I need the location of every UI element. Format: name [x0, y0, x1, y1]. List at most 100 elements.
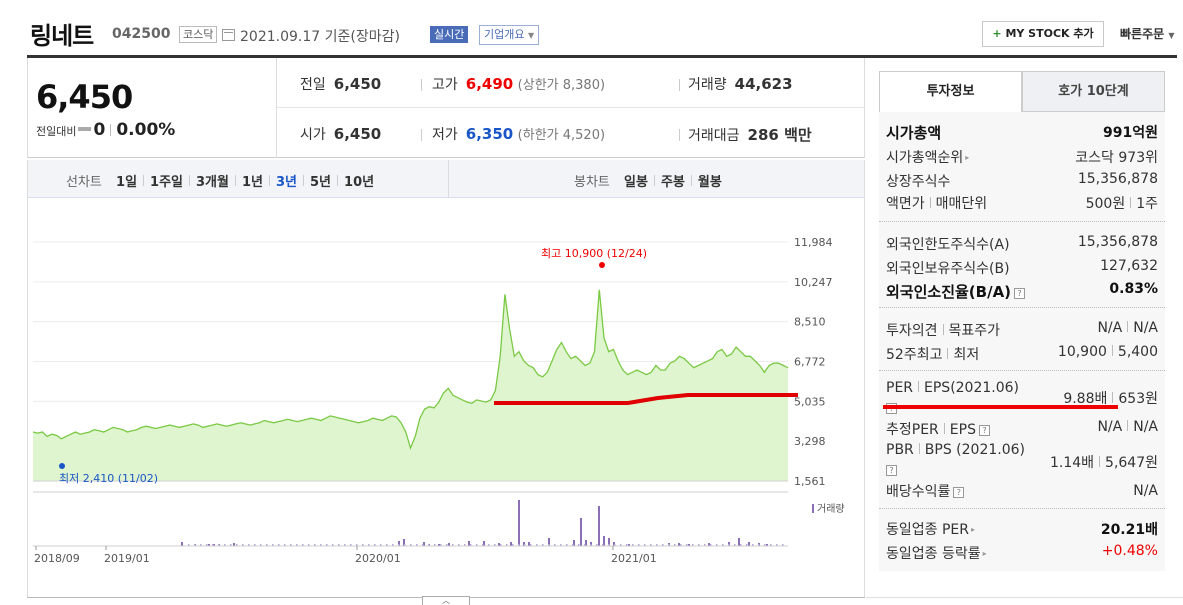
volume-bar: [423, 542, 425, 546]
divider: [303, 175, 305, 186]
volume-bar: [368, 544, 370, 546]
volume-bar: [620, 544, 622, 546]
volume-bar: [362, 544, 364, 546]
period-1d[interactable]: 1일: [116, 175, 138, 190]
volume-bar: [422, 544, 424, 546]
foreign-ratio-label: 외국인소진율(B/A)?: [886, 281, 1026, 302]
foreign-ratio-text: 외국인소진율(B/A): [886, 283, 1012, 301]
target-price-text: 목표주가: [948, 323, 1001, 339]
add-my-stock-button[interactable]: + MY STOCK 추가: [982, 21, 1104, 47]
candle-weekly[interactable]: 주봉: [660, 175, 685, 190]
add-my-stock-label: MY STOCK 추가: [1005, 27, 1094, 40]
divider: [929, 197, 931, 208]
volume: 거래량 44,623: [688, 74, 793, 94]
volume-bar: [590, 544, 592, 546]
volume-bar: [738, 538, 740, 546]
help-icon[interactable]: ?: [1014, 288, 1026, 299]
divider: [448, 160, 449, 198]
quick-order-button[interactable]: 빠른주문 ▼: [1120, 25, 1175, 42]
help-icon[interactable]: ?: [978, 425, 990, 436]
period-1w[interactable]: 1주일: [150, 175, 184, 190]
period-1y[interactable]: 1년: [241, 175, 263, 190]
volume-bar: [602, 544, 604, 546]
divider: [269, 175, 270, 186]
help-icon[interactable]: ?: [953, 487, 965, 498]
divider: [879, 370, 1165, 371]
bps-val: 5,647원: [1105, 455, 1158, 471]
target-price-val: N/A: [1133, 320, 1158, 336]
chevron-right-icon: ▸: [982, 549, 987, 558]
low-price: 저가 6,350 (하한가 4,520): [432, 124, 605, 144]
listed-shares-label: 상장주식수: [886, 174, 951, 190]
volume-bar: [542, 544, 544, 546]
chevron-up-icon: ︿: [442, 596, 450, 605]
line-chart-periods: 선차트 1일 1주일 3개월 1년 3년 5년 10년: [66, 171, 374, 190]
realtime-button[interactable]: 실시간: [430, 26, 469, 43]
candle-chart-periods: 봉차트 일봉 주봉 월봉: [574, 171, 722, 190]
volume-bar: [536, 544, 538, 546]
prev-close-label: 전일: [300, 77, 326, 93]
eps-text: EPS(2021.06): [924, 380, 1020, 396]
foreign-hold-label: 외국인보유주식수(B): [886, 261, 1010, 277]
foreign-hold-value: 127,632: [1100, 258, 1158, 274]
volume-bar: [218, 544, 220, 546]
volume-bar: [272, 544, 274, 546]
divider: [337, 175, 339, 186]
volume-bar: [510, 542, 512, 546]
volume-bar: [452, 544, 454, 546]
collapse-chart-toggle[interactable]: ︿: [422, 596, 470, 605]
period-10y[interactable]: 10년: [344, 175, 375, 190]
industry-change-value: +0.48%: [1101, 543, 1158, 559]
lower-limit: (하한가 4,520): [517, 128, 606, 143]
min-label: 최저 2,410 (11/02): [59, 472, 158, 485]
pbr-bps-label: PBR BPS (2021.06): [886, 442, 1025, 458]
volume-bar: [208, 544, 210, 546]
period-3y[interactable]: 3년: [276, 175, 298, 190]
dividend-value: N/A: [1133, 483, 1158, 499]
candle-monthly[interactable]: 월봉: [697, 175, 722, 190]
company-overview-button[interactable]: 기업개요 ▼: [479, 25, 540, 45]
period-5y[interactable]: 5년: [310, 175, 332, 190]
volume-bar: [344, 544, 346, 546]
volume-bar: [668, 544, 670, 546]
period-3m[interactable]: 3개월: [196, 175, 229, 190]
change-label: 전일대비: [36, 125, 77, 138]
market-badge: 코스닥: [179, 26, 218, 43]
volume-bar: [380, 544, 382, 546]
divider: [421, 129, 422, 141]
volume-bar: [740, 544, 742, 546]
opinion-val: N/A: [1097, 320, 1123, 336]
volume-bar: [608, 544, 610, 546]
price-chart[interactable]: 11,984 10,247 8,510 6,772 5,035 3,298 1,561 최고 …: [27, 198, 865, 598]
tab-orderbook-10[interactable]: 호가 10단계: [1022, 71, 1165, 112]
industry-per-text: 동일업종 PER: [886, 522, 969, 538]
volume-bar: [398, 544, 400, 546]
volume-bar: [776, 544, 778, 546]
pbr-bps-value: 1.14배 5,647원: [1050, 452, 1158, 472]
week52-label: 52주최고 최저: [886, 344, 979, 364]
volume-bar: [584, 544, 586, 546]
divider: [1130, 197, 1132, 208]
volume-bar: [296, 544, 298, 546]
x-tick-label: 2021/01: [611, 552, 657, 565]
tab-invest-info[interactable]: 투자정보: [879, 71, 1022, 112]
industry-change-label: 동일업종 등락률 ▸: [886, 543, 987, 563]
est-per-value: N/A N/A: [1097, 419, 1158, 435]
volume-bar: [708, 543, 710, 546]
volume-bar: [585, 540, 587, 546]
quick-order-label: 빠른주문: [1120, 27, 1165, 41]
volume-bar: [248, 544, 250, 546]
volume-bar: [482, 544, 484, 546]
est-eps-text: EPS: [949, 422, 976, 438]
volume-bar: [764, 544, 766, 546]
volume-bar: [608, 538, 610, 546]
per-eps-label: PER EPS(2021.06): [886, 380, 1019, 396]
volume-bar: [748, 542, 750, 546]
y-tick-label: 5,035: [794, 395, 826, 408]
y-tick-label: 6,772: [794, 356, 826, 369]
help-icon[interactable]: ?: [886, 465, 897, 476]
stock-code: 042500: [112, 26, 171, 42]
volume-bar: [632, 544, 634, 546]
volume-bar: [560, 544, 562, 546]
candle-daily[interactable]: 일봉: [624, 175, 648, 190]
